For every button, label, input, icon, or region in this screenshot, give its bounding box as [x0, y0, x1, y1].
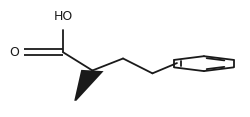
Polygon shape — [74, 70, 103, 101]
Text: O: O — [9, 46, 19, 59]
Text: HO: HO — [53, 10, 72, 23]
